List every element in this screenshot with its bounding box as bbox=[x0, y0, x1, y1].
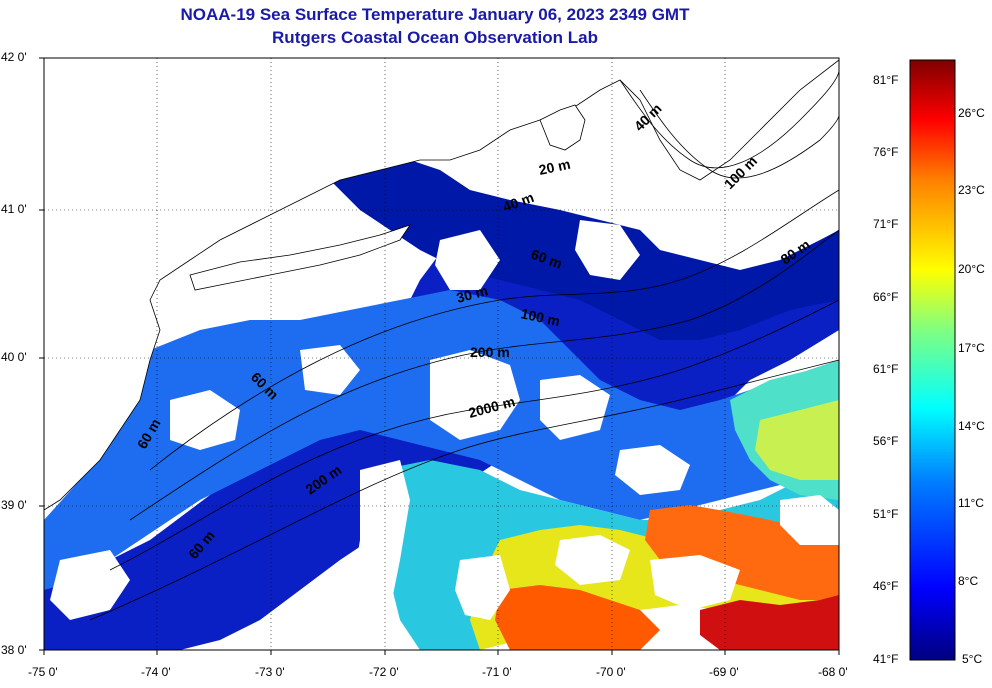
lat-label-40: 40 0' bbox=[1, 350, 27, 364]
lat-label-41: 41 0' bbox=[1, 202, 27, 216]
lon-label-68: -68 0' bbox=[818, 665, 848, 679]
cb-c-11: 11°C bbox=[958, 496, 984, 510]
contour-label-30m: 30 m bbox=[455, 282, 490, 306]
lon-label-69: -69 0' bbox=[709, 665, 739, 679]
cb-c-14: 14°C bbox=[958, 419, 985, 433]
lon-label-72: -72 0' bbox=[369, 665, 399, 679]
sst-region-warm-east bbox=[755, 400, 839, 480]
sst-region-cool bbox=[44, 290, 839, 590]
contour-label-20m: 20 m bbox=[537, 156, 572, 178]
long-island bbox=[189, 224, 411, 291]
cb-f-81: 81°F bbox=[873, 73, 899, 87]
cb-f-66: 66°F bbox=[873, 290, 899, 304]
cb-c-17: 17°C bbox=[958, 341, 985, 355]
map-subtitle: Rutgers Coastal Ocean Observation Lab bbox=[272, 28, 598, 47]
sst-region-hottest bbox=[700, 595, 839, 650]
cb-c-8: 8°C bbox=[958, 574, 979, 588]
lon-label-74: -74 0' bbox=[141, 665, 171, 679]
cb-f-46: 46°F bbox=[873, 579, 899, 593]
contour-label-200m: 200 m bbox=[470, 344, 510, 360]
sst-data-layer: 20 m 40 m 60 m 30 m 100 m 200 m 2000 m 4… bbox=[44, 58, 839, 650]
cb-f-56: 56°F bbox=[873, 434, 899, 448]
cb-c-20: 20°C bbox=[958, 262, 985, 276]
lat-label-42: 42 0' bbox=[1, 50, 27, 64]
cb-f-41: 41°F bbox=[873, 652, 899, 666]
lat-lon-grid bbox=[44, 58, 839, 650]
lat-label-39: 39 0' bbox=[1, 498, 27, 512]
lon-label-75: -75 0' bbox=[28, 665, 58, 679]
colorbar bbox=[909, 59, 956, 661]
cb-f-51: 51°F bbox=[873, 507, 899, 521]
lon-label-70: -70 0' bbox=[596, 665, 626, 679]
bathymetry-contours bbox=[89, 69, 839, 621]
lat-label-38: 38 0' bbox=[1, 643, 27, 657]
lon-label-71: -71 0' bbox=[482, 665, 512, 679]
cb-f-71: 71°F bbox=[873, 217, 899, 231]
cb-c-5: 5°C bbox=[962, 652, 983, 666]
cloud-mask bbox=[50, 220, 839, 650]
map-title: NOAA-19 Sea Surface Temperature January … bbox=[180, 5, 690, 24]
lon-label-73: -73 0' bbox=[255, 665, 285, 679]
land-mass bbox=[44, 58, 839, 511]
cb-f-76: 76°F bbox=[873, 145, 899, 159]
cb-c-23: 23°C bbox=[958, 183, 985, 197]
cb-c-26: 26°C bbox=[958, 106, 985, 120]
cb-f-61: 61°F bbox=[873, 362, 899, 376]
map-frame bbox=[43, 57, 840, 651]
cape-cod bbox=[539, 104, 586, 151]
sst-region-hot-south bbox=[495, 585, 660, 650]
